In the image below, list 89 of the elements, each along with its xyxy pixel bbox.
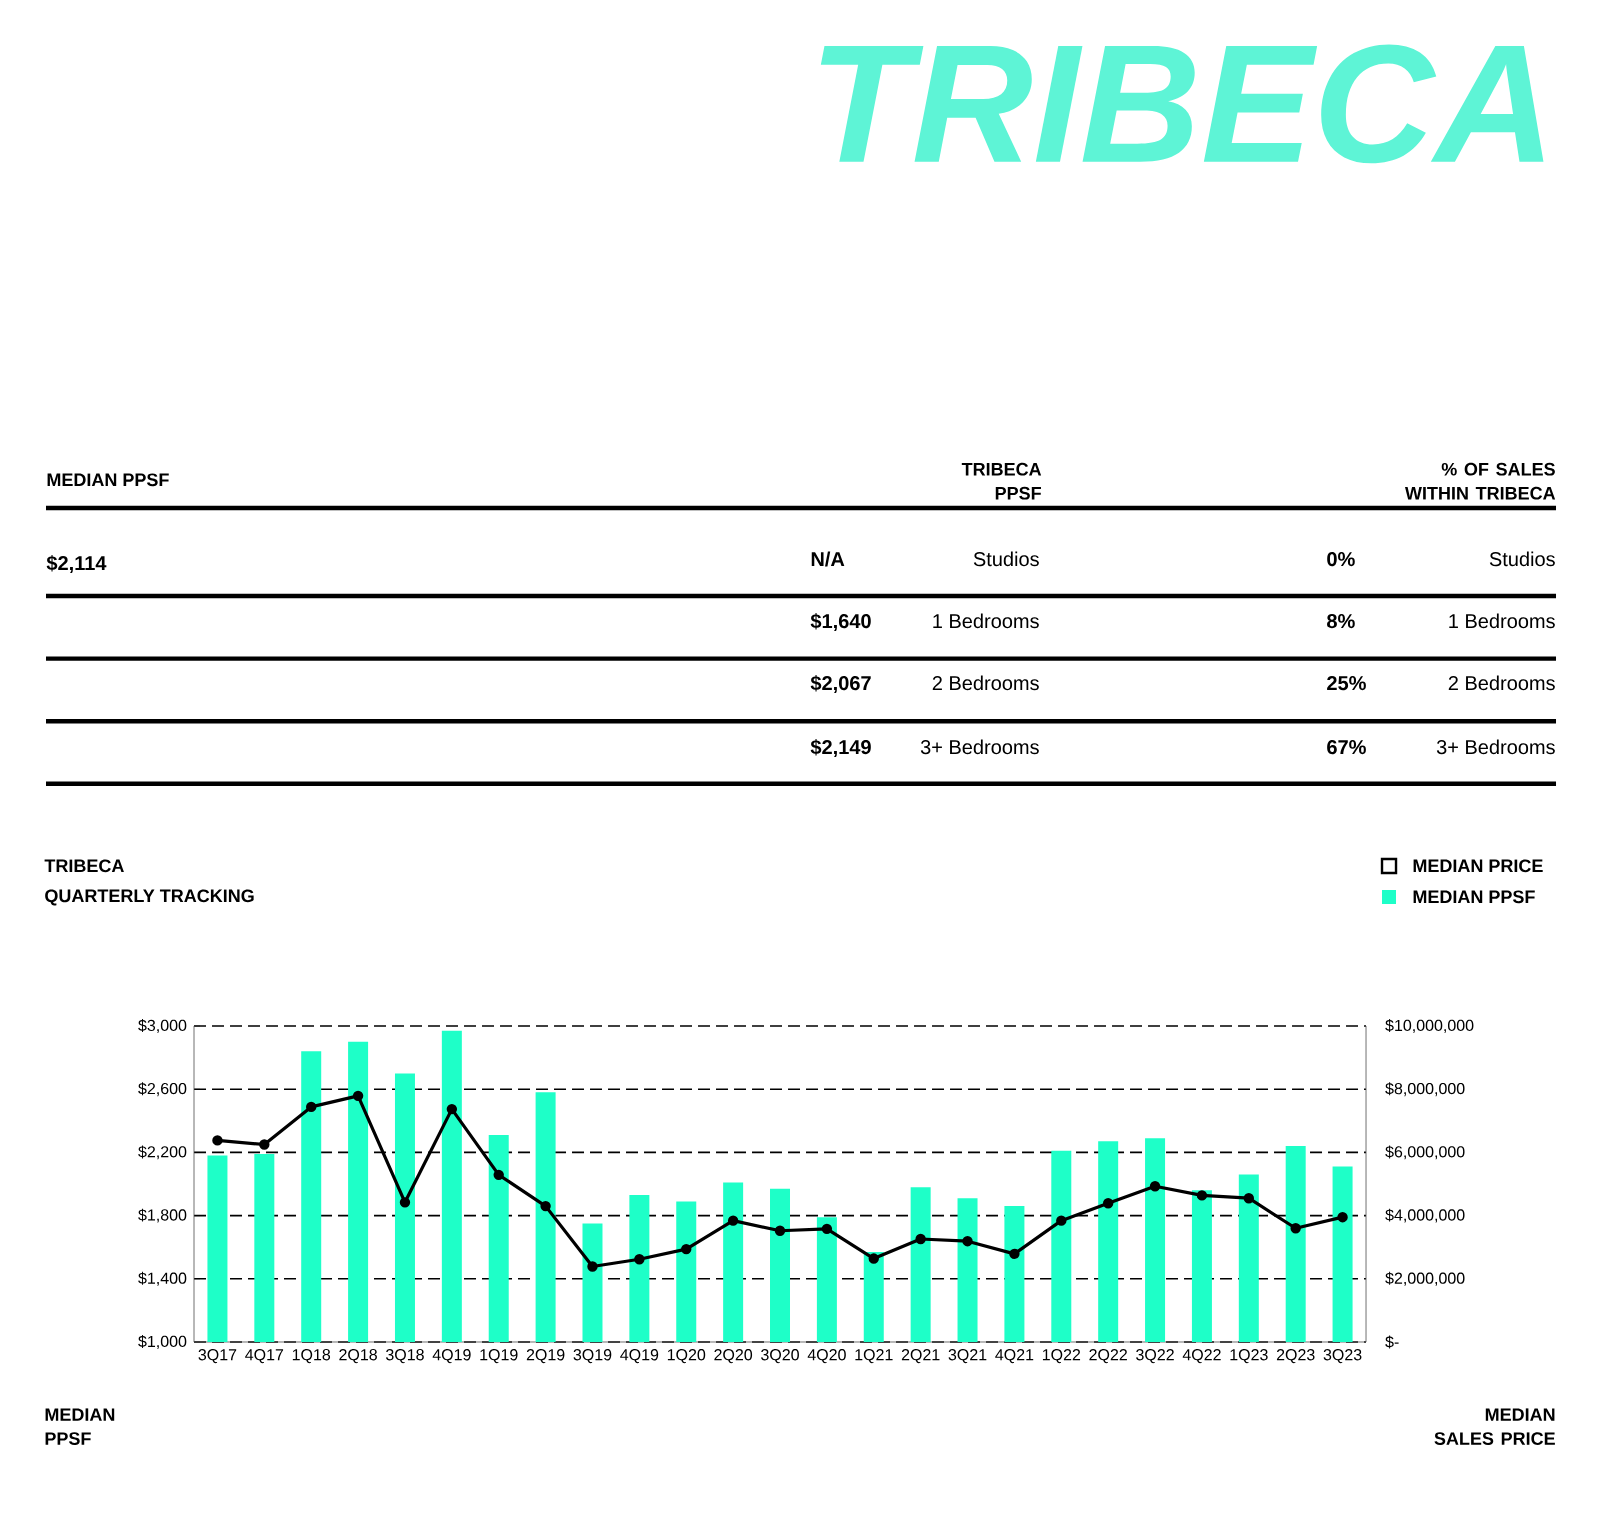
y2-tick-label: $2,000,000 bbox=[1385, 1271, 1465, 1286]
text: 1 Bedrooms bbox=[1449, 613, 1555, 629]
point bbox=[1243, 1193, 1255, 1204]
y2-tick-label: $8,000,000 bbox=[1385, 1082, 1465, 1097]
x-tick-label: 2Q21 bbox=[901, 1349, 940, 1364]
x-tick-label: 1Q20 bbox=[667, 1349, 706, 1364]
point bbox=[1102, 1198, 1114, 1209]
text: Studios bbox=[1489, 551, 1555, 567]
x-tick-label: 3Q20 bbox=[761, 1349, 799, 1364]
y2-tick-label: $- bbox=[1385, 1335, 1399, 1349]
point bbox=[446, 1103, 458, 1115]
y-tick-label: $1,400 bbox=[138, 1271, 187, 1286]
chart-title: TRIBECA bbox=[44, 859, 124, 873]
x-tick-label: 4Q17 bbox=[245, 1349, 284, 1364]
x-tick-label: 3Q23 bbox=[1323, 1349, 1362, 1364]
text: 3+ Bedrooms bbox=[920, 739, 1039, 755]
x-tick-label: 1Q23 bbox=[1230, 1349, 1268, 1364]
text: Studios bbox=[973, 551, 1039, 567]
x-tick-label: 3Q19 bbox=[573, 1349, 612, 1364]
point bbox=[681, 1243, 692, 1255]
x-tick-label: 4Q22 bbox=[1182, 1349, 1221, 1364]
text: 2 Bedrooms bbox=[932, 675, 1039, 691]
point bbox=[493, 1169, 504, 1181]
point bbox=[774, 1225, 786, 1236]
text: 25% bbox=[1327, 676, 1366, 691]
text: $2,067 bbox=[810, 675, 871, 694]
text: 8% bbox=[1327, 614, 1355, 629]
y-tick-label: $3,000 bbox=[138, 1019, 187, 1033]
x-tick-label: 3Q22 bbox=[1136, 1349, 1174, 1364]
point bbox=[821, 1223, 833, 1235]
x-tick-label: 2Q18 bbox=[339, 1349, 377, 1364]
legend-label: MEDIAN PPSF bbox=[1413, 890, 1535, 904]
point bbox=[212, 1135, 223, 1146]
text: MEDIAN PPSF bbox=[47, 473, 169, 487]
x-tick-label: 2Q22 bbox=[1089, 1349, 1127, 1364]
x-tick-label: 4Q21 bbox=[995, 1349, 1034, 1364]
x-tick-label: 4Q19 bbox=[620, 1349, 659, 1364]
point bbox=[540, 1200, 551, 1212]
text: 3+ Bedrooms bbox=[1436, 739, 1555, 755]
text: $2,114 bbox=[46, 555, 107, 574]
y-tick-label: $1,000 bbox=[138, 1335, 187, 1349]
text: 67% bbox=[1327, 740, 1366, 755]
y2-axis-title: MEDIAN SALES PRICE bbox=[1434, 1408, 1555, 1445]
text: % OF SALES WITHIN TRIBECA bbox=[1405, 462, 1556, 500]
point bbox=[352, 1090, 364, 1102]
x-tick-label: 3Q21 bbox=[948, 1349, 987, 1364]
point bbox=[259, 1139, 270, 1150]
point bbox=[1337, 1211, 1348, 1223]
x-tick-label: 1Q19 bbox=[480, 1349, 518, 1364]
point bbox=[962, 1236, 973, 1247]
text: 1 Bedrooms bbox=[933, 613, 1039, 629]
y-axis-title: MEDIAN PPSF bbox=[45, 1408, 115, 1445]
x-tick-label: 1Q22 bbox=[1042, 1349, 1081, 1364]
x-tick-label: 2Q20 bbox=[714, 1349, 753, 1364]
text: 2 Bedrooms bbox=[1448, 675, 1555, 691]
x-tick-label: 1Q18 bbox=[292, 1349, 331, 1364]
x-tick-label: 4Q20 bbox=[807, 1349, 846, 1364]
text: $2,149 bbox=[810, 739, 871, 758]
point bbox=[1290, 1223, 1301, 1234]
y2-tick-label: $10,000,000 bbox=[1385, 1019, 1474, 1033]
point bbox=[1149, 1181, 1161, 1192]
text: TRIBECA PPSF bbox=[961, 462, 1042, 500]
y-tick-label: $1,800 bbox=[138, 1208, 187, 1223]
point bbox=[727, 1215, 739, 1226]
text: N/A bbox=[811, 551, 845, 567]
x-tick-label: 3Q17 bbox=[198, 1349, 237, 1364]
text: 0% bbox=[1327, 552, 1355, 567]
x-tick-label: 2Q23 bbox=[1276, 1349, 1315, 1364]
x-tick-label: 3Q18 bbox=[385, 1349, 424, 1364]
point bbox=[1056, 1215, 1067, 1226]
point bbox=[1196, 1190, 1208, 1201]
legend-label: MEDIAN PRICE bbox=[1413, 859, 1543, 873]
y-tick-label: $2,600 bbox=[138, 1082, 187, 1097]
x-tick-label: 4Q19 bbox=[432, 1349, 471, 1364]
point bbox=[587, 1261, 598, 1272]
point bbox=[306, 1101, 317, 1113]
y2-tick-label: $6,000,000 bbox=[1385, 1145, 1465, 1160]
x-tick-label: 1Q21 bbox=[855, 1349, 893, 1364]
point bbox=[915, 1233, 926, 1245]
text: TRIBECA bbox=[820, 44, 1544, 164]
x-tick-label: 2Q19 bbox=[526, 1349, 565, 1364]
chart-subtitle: QUARTERLY TRACKING bbox=[45, 889, 254, 906]
point bbox=[634, 1254, 645, 1265]
point bbox=[399, 1197, 411, 1208]
y-tick-label: $2,200 bbox=[138, 1145, 187, 1160]
point bbox=[1009, 1248, 1020, 1260]
text: $1,640 bbox=[810, 613, 871, 632]
y2-tick-label: $4,000,000 bbox=[1385, 1208, 1465, 1223]
point bbox=[868, 1253, 879, 1264]
